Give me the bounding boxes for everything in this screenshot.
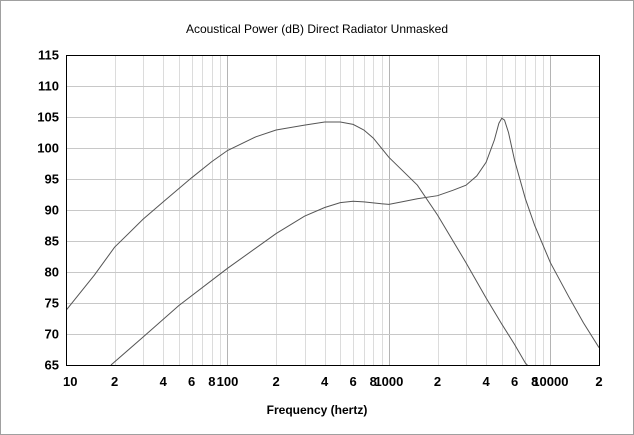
plot-frame	[66, 55, 600, 366]
x-tick-label: 2	[272, 374, 279, 389]
x-tick-label: 4	[160, 374, 168, 389]
y-tick-label: 100	[37, 141, 59, 156]
series-line-2	[110, 117, 599, 365]
y-tick-label: 115	[38, 48, 59, 63]
y-tick-label: 85	[45, 234, 59, 249]
y-tick-label: 70	[45, 327, 59, 342]
series-line-1	[66, 121, 528, 365]
y-tick-label: 110	[38, 79, 59, 94]
x-tick-label: 2	[434, 374, 441, 389]
y-tick-label: 75	[45, 296, 59, 311]
y-tick-label: 105	[37, 110, 59, 125]
y-tick-label: 90	[45, 203, 59, 218]
x-tick-label: 8	[531, 374, 538, 389]
x-tick-label: 2	[595, 374, 602, 389]
x-axis-title: Frequency (hertz)	[266, 403, 368, 417]
y-tick-label: 95	[45, 172, 59, 187]
x-tick-label: 6	[188, 374, 195, 389]
x-tick-label: 4	[321, 374, 329, 389]
y-tick-label: 80	[45, 265, 59, 280]
x-tick-label: 6	[511, 374, 518, 389]
x-tick-label: 4	[483, 374, 491, 389]
x-tick-label: 10000	[532, 374, 568, 389]
x-tick-label: 1000	[374, 374, 403, 389]
x-tick-label: 2	[111, 374, 118, 389]
chart-title: Acoustical Power (dB) Direct Radiator Un…	[185, 22, 449, 36]
x-tick-label: 100	[217, 374, 239, 389]
y-tick-label: 65	[45, 358, 59, 373]
x-tick-label: 8	[370, 374, 377, 389]
x-tick-label: 8	[208, 374, 215, 389]
x-tick-label: 10	[63, 374, 77, 389]
x-tick-label: 6	[349, 374, 356, 389]
